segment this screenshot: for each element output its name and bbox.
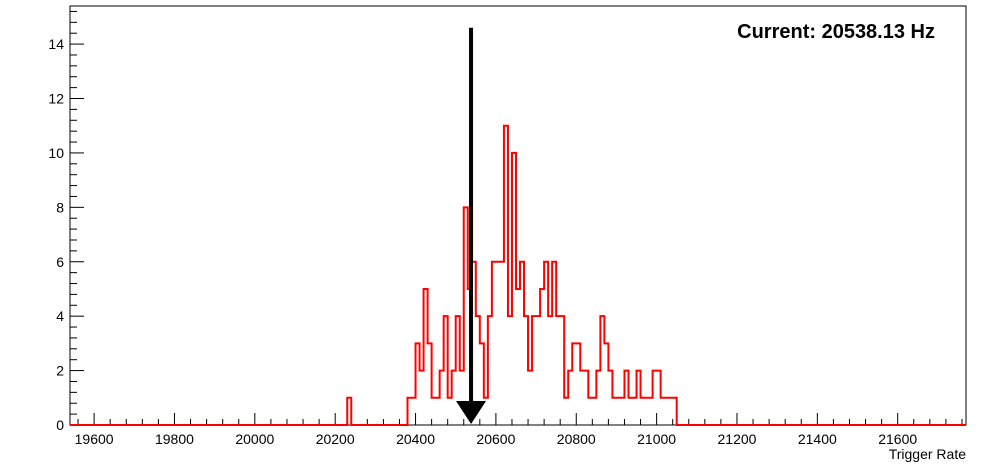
y-axis: 0 2 4 6 8 10 12 14: [48, 10, 84, 433]
x-tick-label: 21000: [637, 431, 676, 447]
y-tick-label: 8: [56, 199, 64, 215]
x-axis: 19600 19800 20000 20200 20400 20600 20800 21000…: [75, 413, 963, 447]
x-tick-label: 20400: [396, 431, 435, 447]
y-tick-label: 12: [48, 91, 64, 107]
x-tick-label: 20000: [235, 431, 274, 447]
y-tick-label: 0: [56, 417, 64, 433]
x-tick-label: 21200: [718, 431, 757, 447]
x-tick-label: 21400: [798, 431, 837, 447]
x-tick-label: 19800: [155, 431, 194, 447]
current-value-arrow: [456, 27, 487, 424]
y-tick-label: 14: [48, 36, 64, 52]
y-tick-label: 10: [48, 145, 64, 161]
x-tick-label: 20200: [316, 431, 355, 447]
x-tick-label: 21600: [878, 431, 917, 447]
histogram-outline: [70, 124, 966, 426]
y-tick-label: 6: [56, 254, 64, 270]
x-tick-label: 20600: [476, 431, 515, 447]
y-tick-label: 4: [56, 308, 64, 324]
y-tick-label: 2: [56, 363, 64, 379]
plot-frame: [69, 5, 967, 426]
x-axis-title: Trigger Rate: [889, 446, 967, 462]
x-tick-label: 19600: [75, 431, 114, 447]
arrow-head: [456, 401, 487, 424]
x-tick-label: 20800: [557, 431, 596, 447]
histogram-series: [70, 124, 966, 426]
current-rate-annotation: Current: 20538.13 Hz: [737, 21, 935, 43]
